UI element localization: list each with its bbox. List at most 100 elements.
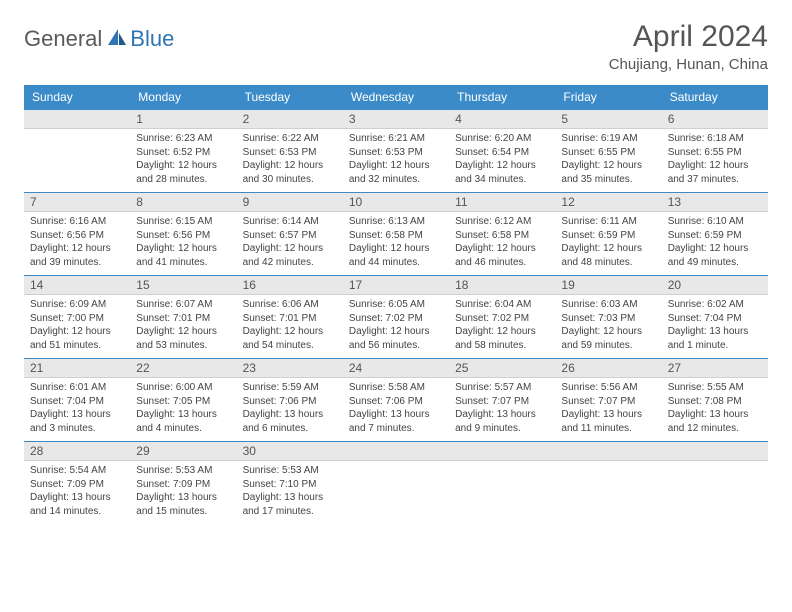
title-block: April 2024 Chujiang, Hunan, China	[609, 20, 768, 73]
sunrise-text: Sunrise: 5:56 AM	[561, 381, 655, 395]
day-cell: Sunrise: 6:04 AMSunset: 7:02 PMDaylight:…	[449, 295, 555, 359]
day-cell: Sunrise: 5:53 AMSunset: 7:09 PMDaylight:…	[130, 461, 236, 525]
sunset-text: Sunset: 6:56 PM	[30, 229, 124, 243]
daylight-text: Daylight: 13 hours and 9 minutes.	[455, 408, 549, 435]
daylight-text: Daylight: 12 hours and 41 minutes.	[136, 242, 230, 269]
day-content	[449, 461, 555, 470]
day-number-cell: 20	[662, 276, 768, 295]
day-content: Sunrise: 6:16 AMSunset: 6:56 PMDaylight:…	[24, 212, 130, 275]
sunset-text: Sunset: 6:53 PM	[349, 146, 443, 160]
day-number-cell: 26	[555, 359, 661, 378]
month-title: April 2024	[609, 20, 768, 54]
day-cell: Sunrise: 6:00 AMSunset: 7:05 PMDaylight:…	[130, 378, 236, 442]
day-number-row: 21222324252627	[24, 359, 768, 378]
day-content: Sunrise: 6:18 AMSunset: 6:55 PMDaylight:…	[662, 129, 768, 192]
weekday-header: Sunday	[24, 85, 130, 110]
sunrise-text: Sunrise: 6:10 AM	[668, 215, 762, 229]
day-number: 2	[237, 110, 343, 128]
day-number: 15	[130, 276, 236, 294]
day-content: Sunrise: 6:04 AMSunset: 7:02 PMDaylight:…	[449, 295, 555, 358]
day-number-cell: 13	[662, 193, 768, 212]
day-content: Sunrise: 6:14 AMSunset: 6:57 PMDaylight:…	[237, 212, 343, 275]
daylight-text: Daylight: 12 hours and 48 minutes.	[561, 242, 655, 269]
day-cell	[449, 461, 555, 525]
day-number: 28	[24, 442, 130, 460]
day-number-cell	[555, 442, 661, 461]
weekday-header: Monday	[130, 85, 236, 110]
logo: General Blue	[24, 26, 174, 52]
day-content: Sunrise: 6:12 AMSunset: 6:58 PMDaylight:…	[449, 212, 555, 275]
day-cell: Sunrise: 5:54 AMSunset: 7:09 PMDaylight:…	[24, 461, 130, 525]
day-cell: Sunrise: 6:07 AMSunset: 7:01 PMDaylight:…	[130, 295, 236, 359]
day-cell: Sunrise: 6:03 AMSunset: 7:03 PMDaylight:…	[555, 295, 661, 359]
sunrise-text: Sunrise: 6:16 AM	[30, 215, 124, 229]
day-number: 30	[237, 442, 343, 460]
header: General Blue April 2024 Chujiang, Hunan,…	[24, 20, 768, 73]
day-content: Sunrise: 5:58 AMSunset: 7:06 PMDaylight:…	[343, 378, 449, 441]
daylight-text: Daylight: 12 hours and 54 minutes.	[243, 325, 337, 352]
sunset-text: Sunset: 6:54 PM	[455, 146, 549, 160]
daylight-text: Daylight: 12 hours and 28 minutes.	[136, 159, 230, 186]
sunrise-text: Sunrise: 6:09 AM	[30, 298, 124, 312]
day-cell: Sunrise: 5:53 AMSunset: 7:10 PMDaylight:…	[237, 461, 343, 525]
weekday-header: Thursday	[449, 85, 555, 110]
day-content: Sunrise: 5:54 AMSunset: 7:09 PMDaylight:…	[24, 461, 130, 524]
day-cell: Sunrise: 6:20 AMSunset: 6:54 PMDaylight:…	[449, 129, 555, 193]
day-cell: Sunrise: 6:09 AMSunset: 7:00 PMDaylight:…	[24, 295, 130, 359]
day-number: 12	[555, 193, 661, 211]
day-cell: Sunrise: 6:12 AMSunset: 6:58 PMDaylight:…	[449, 212, 555, 276]
daylight-text: Daylight: 13 hours and 1 minute.	[668, 325, 762, 352]
daylight-text: Daylight: 12 hours and 35 minutes.	[561, 159, 655, 186]
sunrise-text: Sunrise: 6:11 AM	[561, 215, 655, 229]
sunrise-text: Sunrise: 6:12 AM	[455, 215, 549, 229]
location-text: Chujiang, Hunan, China	[609, 56, 768, 73]
sunrise-text: Sunrise: 6:15 AM	[136, 215, 230, 229]
day-content: Sunrise: 6:09 AMSunset: 7:00 PMDaylight:…	[24, 295, 130, 358]
sunrise-text: Sunrise: 5:58 AM	[349, 381, 443, 395]
day-cell: Sunrise: 6:05 AMSunset: 7:02 PMDaylight:…	[343, 295, 449, 359]
day-cell: Sunrise: 5:59 AMSunset: 7:06 PMDaylight:…	[237, 378, 343, 442]
day-cell: Sunrise: 6:13 AMSunset: 6:58 PMDaylight:…	[343, 212, 449, 276]
day-number-cell: 30	[237, 442, 343, 461]
day-number: 14	[24, 276, 130, 294]
day-content-row: Sunrise: 5:54 AMSunset: 7:09 PMDaylight:…	[24, 461, 768, 525]
day-number: 18	[449, 276, 555, 294]
day-content: Sunrise: 6:00 AMSunset: 7:05 PMDaylight:…	[130, 378, 236, 441]
weekday-header-row: Sunday Monday Tuesday Wednesday Thursday…	[24, 85, 768, 110]
sunrise-text: Sunrise: 6:06 AM	[243, 298, 337, 312]
sunset-text: Sunset: 6:55 PM	[561, 146, 655, 160]
sunset-text: Sunset: 7:01 PM	[243, 312, 337, 326]
sunrise-text: Sunrise: 5:55 AM	[668, 381, 762, 395]
day-number: 21	[24, 359, 130, 377]
day-number-cell: 29	[130, 442, 236, 461]
daylight-text: Daylight: 13 hours and 17 minutes.	[243, 491, 337, 518]
day-number: 22	[130, 359, 236, 377]
day-content: Sunrise: 6:20 AMSunset: 6:54 PMDaylight:…	[449, 129, 555, 192]
sunset-text: Sunset: 6:53 PM	[243, 146, 337, 160]
day-number-cell: 21	[24, 359, 130, 378]
sunrise-text: Sunrise: 5:54 AM	[30, 464, 124, 478]
day-number-cell: 6	[662, 110, 768, 129]
daylight-text: Daylight: 12 hours and 32 minutes.	[349, 159, 443, 186]
sunrise-text: Sunrise: 5:59 AM	[243, 381, 337, 395]
day-number-cell: 16	[237, 276, 343, 295]
day-content: Sunrise: 6:02 AMSunset: 7:04 PMDaylight:…	[662, 295, 768, 358]
sail-icon	[106, 27, 128, 52]
weekday-header: Wednesday	[343, 85, 449, 110]
day-content: Sunrise: 6:07 AMSunset: 7:01 PMDaylight:…	[130, 295, 236, 358]
day-number-cell: 19	[555, 276, 661, 295]
sunrise-text: Sunrise: 5:57 AM	[455, 381, 549, 395]
daylight-text: Daylight: 12 hours and 53 minutes.	[136, 325, 230, 352]
day-content: Sunrise: 6:01 AMSunset: 7:04 PMDaylight:…	[24, 378, 130, 441]
day-content	[24, 129, 130, 138]
day-number-cell: 18	[449, 276, 555, 295]
daylight-text: Daylight: 13 hours and 14 minutes.	[30, 491, 124, 518]
day-number: 24	[343, 359, 449, 377]
weekday-header: Saturday	[662, 85, 768, 110]
day-content	[662, 461, 768, 470]
day-number-cell: 25	[449, 359, 555, 378]
day-number-cell	[24, 110, 130, 129]
day-content	[343, 461, 449, 470]
daylight-text: Daylight: 12 hours and 30 minutes.	[243, 159, 337, 186]
sunset-text: Sunset: 7:09 PM	[30, 478, 124, 492]
